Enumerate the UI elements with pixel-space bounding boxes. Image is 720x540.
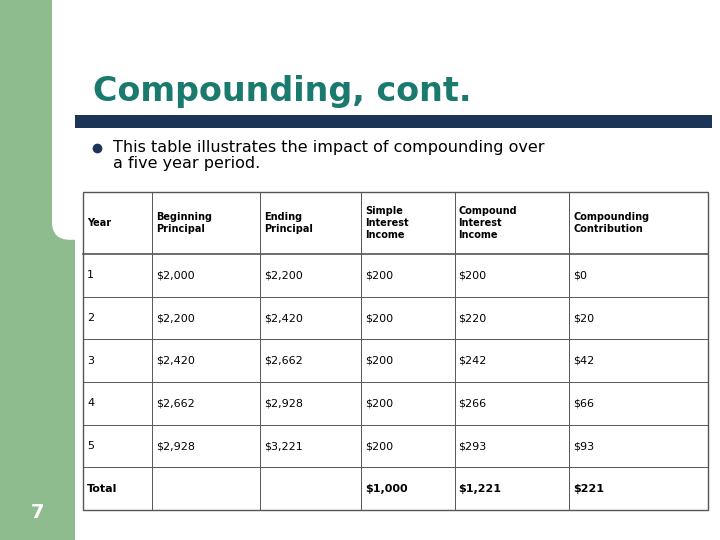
Text: $221: $221 <box>573 484 604 494</box>
Text: Total: Total <box>87 484 117 494</box>
Text: 5: 5 <box>87 441 94 451</box>
Text: $1,000: $1,000 <box>365 484 408 494</box>
Text: $0: $0 <box>573 271 587 280</box>
Bar <box>0 0 75 540</box>
Text: 2: 2 <box>87 313 94 323</box>
Text: 4: 4 <box>87 399 94 408</box>
Text: Simple
Interest
Income: Simple Interest Income <box>365 206 408 240</box>
Bar <box>75 115 712 128</box>
Text: This table illustrates the impact of compounding over: This table illustrates the impact of com… <box>113 140 544 155</box>
Text: $42: $42 <box>573 356 595 366</box>
Text: 1: 1 <box>87 271 94 280</box>
Text: 7: 7 <box>31 503 44 522</box>
Text: $266: $266 <box>459 399 487 408</box>
Text: Compounding
Contribution: Compounding Contribution <box>573 212 649 234</box>
Text: $200: $200 <box>365 271 393 280</box>
Text: $2,420: $2,420 <box>264 313 303 323</box>
Bar <box>83 192 708 510</box>
Text: $200: $200 <box>365 313 393 323</box>
Text: $200: $200 <box>365 441 393 451</box>
Text: $1,221: $1,221 <box>459 484 502 494</box>
Text: $2,420: $2,420 <box>156 356 195 366</box>
Text: $2,928: $2,928 <box>264 399 303 408</box>
Text: $2,000: $2,000 <box>156 271 195 280</box>
Text: $293: $293 <box>459 441 487 451</box>
Text: $200: $200 <box>365 399 393 408</box>
Text: $2,662: $2,662 <box>264 356 303 366</box>
Text: 3: 3 <box>87 356 94 366</box>
Bar <box>75 0 720 540</box>
Text: $200: $200 <box>459 271 487 280</box>
Text: $242: $242 <box>459 356 487 366</box>
FancyBboxPatch shape <box>52 0 720 240</box>
Text: $20: $20 <box>573 313 594 323</box>
Text: $66: $66 <box>573 399 594 408</box>
Text: $3,221: $3,221 <box>264 441 303 451</box>
Text: Compounding, cont.: Compounding, cont. <box>93 75 472 108</box>
Text: $93: $93 <box>573 441 594 451</box>
Text: $220: $220 <box>459 313 487 323</box>
Text: $200: $200 <box>365 356 393 366</box>
Text: Ending
Principal: Ending Principal <box>264 212 313 234</box>
Text: $2,200: $2,200 <box>264 271 303 280</box>
Text: a five year period.: a five year period. <box>113 156 260 171</box>
Text: Compound
Interest
Income: Compound Interest Income <box>459 206 517 240</box>
Text: $2,662: $2,662 <box>156 399 195 408</box>
Text: Beginning
Principal: Beginning Principal <box>156 212 212 234</box>
Text: Year: Year <box>87 218 111 228</box>
Text: $2,928: $2,928 <box>156 441 195 451</box>
Text: $2,200: $2,200 <box>156 313 195 323</box>
